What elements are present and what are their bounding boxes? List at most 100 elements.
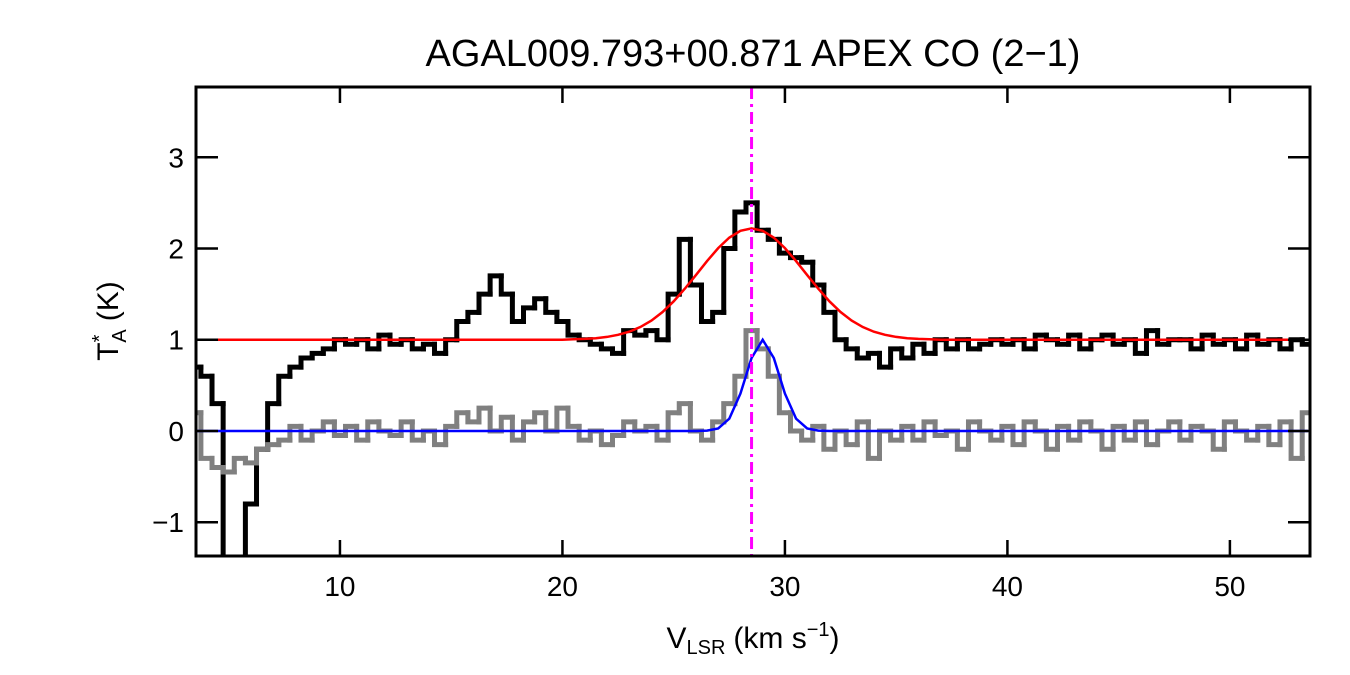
spectrum-step <box>409 337 426 352</box>
spectrum-step <box>231 455 248 475</box>
spectrum-step <box>1132 419 1149 443</box>
chart-title: AGAL009.793+00.871 APEX CO (2−1) <box>426 33 1081 75</box>
spectrum-step <box>665 410 682 443</box>
spectrum-step <box>598 428 615 448</box>
spectrum-step <box>565 405 582 429</box>
spectrum-step <box>698 428 716 443</box>
spectrum-step <box>476 405 493 425</box>
spectrum-step <box>799 428 816 443</box>
spectrum-step <box>1143 419 1161 448</box>
spectrum-step <box>1099 428 1116 452</box>
spectrum-step <box>432 428 449 448</box>
spectrum-step <box>710 309 727 324</box>
spectrum-step <box>1021 419 1038 448</box>
spectrum-step <box>654 328 671 343</box>
spectrum-step <box>242 455 260 466</box>
spectrum-step <box>1166 419 1183 434</box>
spectrum-step <box>854 419 871 448</box>
spectrum-step <box>443 423 460 448</box>
spectrum-step <box>932 419 949 439</box>
spectrum-step <box>643 423 660 434</box>
spectrum-step <box>999 337 1016 347</box>
spectrum-step <box>843 428 860 448</box>
spectrum-step <box>298 355 315 370</box>
plot-area <box>196 87 1310 556</box>
spectrum-step <box>799 255 816 265</box>
spectrum-step <box>454 410 471 429</box>
spectrum-step <box>1110 332 1127 347</box>
spectrum-step <box>365 337 382 352</box>
x-label-sup: −1 <box>807 619 830 641</box>
spectrum-step <box>1255 332 1272 347</box>
spectrum-step <box>1266 423 1283 448</box>
spectrum-step <box>1021 337 1038 352</box>
spectrum-step <box>1099 332 1116 343</box>
spectrum-step <box>1010 423 1027 448</box>
spectrum-step <box>832 309 849 343</box>
spectrum-step <box>821 423 838 452</box>
spectrum-step <box>343 423 360 439</box>
spectrum-step <box>465 309 482 324</box>
spectrum-step <box>810 423 827 443</box>
x-tick-label: 30 <box>769 571 800 602</box>
y-label-unit: (K) <box>92 281 125 321</box>
spectrum-step <box>1188 337 1205 352</box>
spectrum-step <box>587 337 604 347</box>
axes-frame <box>194 85 1312 558</box>
spectrum-step <box>265 442 282 452</box>
spectrum-step <box>543 296 560 315</box>
spectrum-step <box>665 291 682 343</box>
spectrum-step <box>376 332 393 352</box>
spectrum-step <box>1054 423 1072 452</box>
spectrum-step <box>532 410 549 425</box>
spectrum-step <box>721 401 738 425</box>
spectrum-step <box>977 341 994 352</box>
y-tick-label: 0 <box>168 416 184 447</box>
spectrum-step <box>509 414 527 443</box>
spectrum-step <box>732 209 749 252</box>
x-tick-label: 50 <box>1214 571 1245 602</box>
spectrum-step <box>609 433 627 448</box>
spectrum-step <box>965 337 983 352</box>
y-tick-label: 3 <box>168 142 184 173</box>
spectrum-step <box>921 341 938 356</box>
y-label-sup: * <box>89 334 111 342</box>
y-tick-label: 1 <box>168 325 184 356</box>
spectrum-step <box>242 501 260 556</box>
spectrum-step <box>521 419 538 443</box>
spectrum-step <box>632 328 649 338</box>
spectrum-step <box>276 437 293 448</box>
spectrum-step <box>888 346 905 370</box>
spectrum-step <box>865 419 882 461</box>
spectrum-step <box>1177 419 1194 443</box>
spectrum-step <box>387 428 404 439</box>
y-tick-label: 2 <box>168 234 184 265</box>
spectrum-step <box>676 401 693 416</box>
spectrum-step <box>521 305 538 324</box>
spectrum-step <box>343 337 360 347</box>
spectrum-step <box>954 428 971 452</box>
spectrum-step <box>1210 332 1227 347</box>
y-axis-label: T*A (K) <box>89 281 131 360</box>
spectrum-step <box>854 346 871 361</box>
spectrum-step <box>220 464 237 475</box>
spectrum-step <box>365 419 382 443</box>
spectrum-step <box>554 405 571 434</box>
fit-line <box>196 227 1308 341</box>
spectrum-step <box>554 309 571 324</box>
spectrum-step <box>254 446 271 466</box>
spectrum-step <box>743 200 760 215</box>
spectrum-step <box>198 410 215 461</box>
spectrum-step <box>476 291 493 315</box>
spectrum-step <box>643 328 660 338</box>
x-axis-label: VLSR (km s−1) <box>666 619 839 659</box>
spectrum-step <box>465 410 482 425</box>
spectrum-step <box>888 428 905 443</box>
x-tick-label: 40 <box>992 571 1023 602</box>
spectrum-step <box>1054 337 1072 347</box>
spectrum-step <box>609 346 627 356</box>
spectrum-step <box>687 236 704 288</box>
spectrum-step <box>454 319 471 343</box>
spectrum-step <box>209 373 226 407</box>
